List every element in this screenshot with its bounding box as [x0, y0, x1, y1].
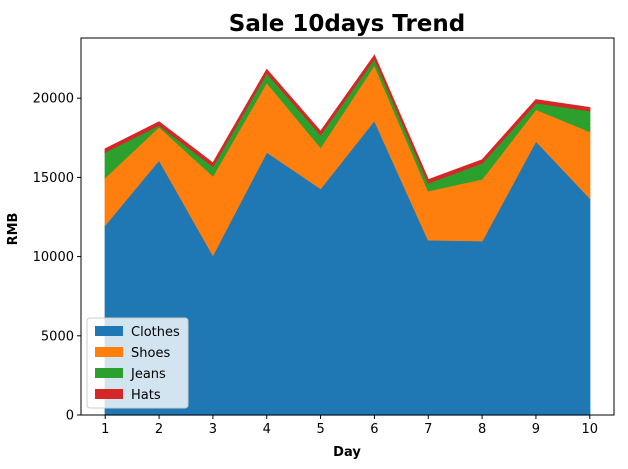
- legend-swatch-shoes: [95, 347, 123, 357]
- y-tick-label: 0: [66, 409, 74, 424]
- y-tick-label: 15000: [33, 171, 74, 186]
- legend: Clothes Shoes Jeans Hats: [86, 317, 189, 409]
- x-tick-label: 7: [424, 422, 432, 437]
- y-axis: 0 5000 10000 15000 20000: [33, 92, 81, 424]
- x-axis: 1 2 3 4 5 6 7 8 9 10: [101, 415, 598, 437]
- y-tick-label: 5000: [41, 329, 74, 344]
- plot-frame: [80, 37, 615, 416]
- chart-title: Sale 10days Trend: [229, 11, 466, 37]
- x-tick-label: 1: [101, 422, 109, 437]
- x-tick-label: 3: [209, 422, 217, 437]
- legend-swatch-jeans: [95, 368, 123, 378]
- x-tick-label: 10: [581, 422, 598, 437]
- legend-swatch-hats: [95, 389, 123, 399]
- legend-label-shoes: Shoes: [131, 346, 170, 361]
- y-tick-label: 20000: [33, 92, 74, 107]
- x-tick-label: 2: [155, 422, 163, 437]
- legend-box: [86, 317, 189, 409]
- legend-label-clothes: Clothes: [131, 325, 180, 340]
- x-tick-label: 8: [478, 422, 486, 437]
- x-tick-label: 6: [370, 422, 378, 437]
- legend-swatch-clothes: [95, 326, 123, 336]
- y-axis-label: RMB: [6, 213, 21, 246]
- x-axis-label: Day: [333, 445, 361, 460]
- area-hats: [104, 54, 591, 184]
- legend-label-hats: Hats: [131, 388, 161, 403]
- legend-label-jeans: Jeans: [130, 367, 166, 382]
- x-tick-label: 4: [263, 422, 271, 437]
- x-tick-label: 5: [316, 422, 324, 437]
- area-layer: [104, 54, 591, 416]
- x-tick-label: 9: [532, 422, 540, 437]
- y-tick-label: 10000: [33, 250, 74, 265]
